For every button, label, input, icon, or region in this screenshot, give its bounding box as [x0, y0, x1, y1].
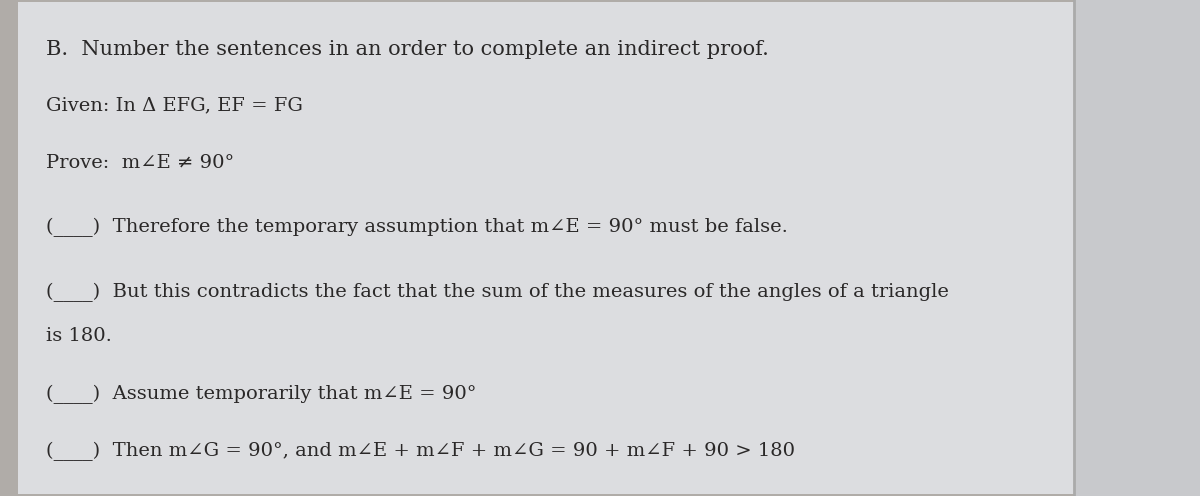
Text: (____)  But this contradicts the fact that the sum of the measures of the angles: (____) But this contradicts the fact tha… — [46, 283, 948, 302]
Text: (____)  Then m∠G = 90°, and m∠E + m∠F + m∠G = 90 + m∠F + 90 > 180: (____) Then m∠G = 90°, and m∠E + m∠F + m… — [46, 441, 794, 461]
Text: (____)  Assume temporarily that m∠E = 90°: (____) Assume temporarily that m∠E = 90° — [46, 384, 476, 404]
Text: B.  Number the sentences in an order to complete an indirect proof.: B. Number the sentences in an order to c… — [46, 40, 768, 59]
Text: Prove:  m∠E ≠ 90°: Prove: m∠E ≠ 90° — [46, 154, 234, 172]
Text: is 180.: is 180. — [46, 327, 112, 345]
FancyBboxPatch shape — [18, 2, 1074, 494]
FancyBboxPatch shape — [1074, 0, 1200, 496]
Text: Given: In Δ EFG, EF = FG: Given: In Δ EFG, EF = FG — [46, 97, 302, 115]
Text: (____)  Therefore the temporary assumption that m∠E = 90° must be false.: (____) Therefore the temporary assumptio… — [46, 218, 787, 238]
